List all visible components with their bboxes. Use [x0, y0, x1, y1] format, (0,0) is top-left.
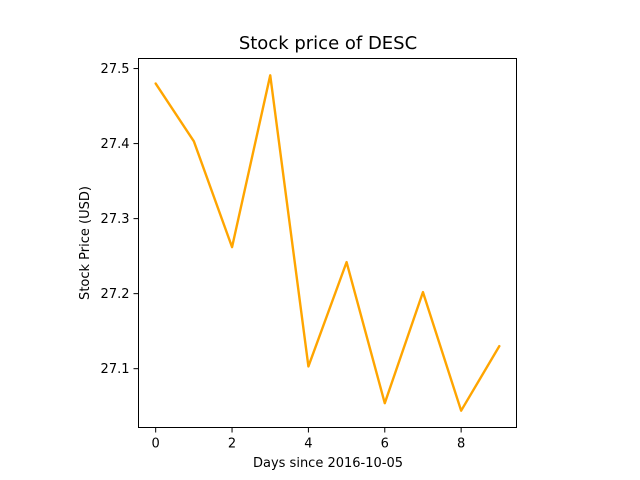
y-axis-label: Stock Price (USD): [78, 186, 93, 300]
x-tick-label: 6: [381, 437, 389, 452]
y-axis: 27.1 27.2 27.3 27.4 27.5: [101, 62, 139, 377]
y-tick-label: 27.2: [101, 287, 130, 302]
x-axis: 0 2 4 6 8: [152, 428, 466, 452]
chart-title: Stock price of DESC: [239, 33, 417, 54]
x-tick-label: 8: [457, 437, 465, 452]
y-tick-label: 27.4: [101, 137, 130, 152]
series-line: [156, 75, 500, 410]
x-tick-label: 2: [228, 437, 236, 452]
plot-frame: [139, 59, 517, 428]
y-tick-label: 27.3: [101, 212, 130, 227]
x-tick-label: 0: [152, 437, 160, 452]
series-layer: [156, 75, 500, 410]
y-tick-label: 27.1: [101, 362, 130, 377]
x-tick-label: 4: [304, 437, 312, 452]
plot-area: [139, 59, 517, 428]
x-axis-label: Days since 2016-10-05: [253, 456, 403, 471]
y-tick-label: 27.5: [101, 62, 130, 77]
